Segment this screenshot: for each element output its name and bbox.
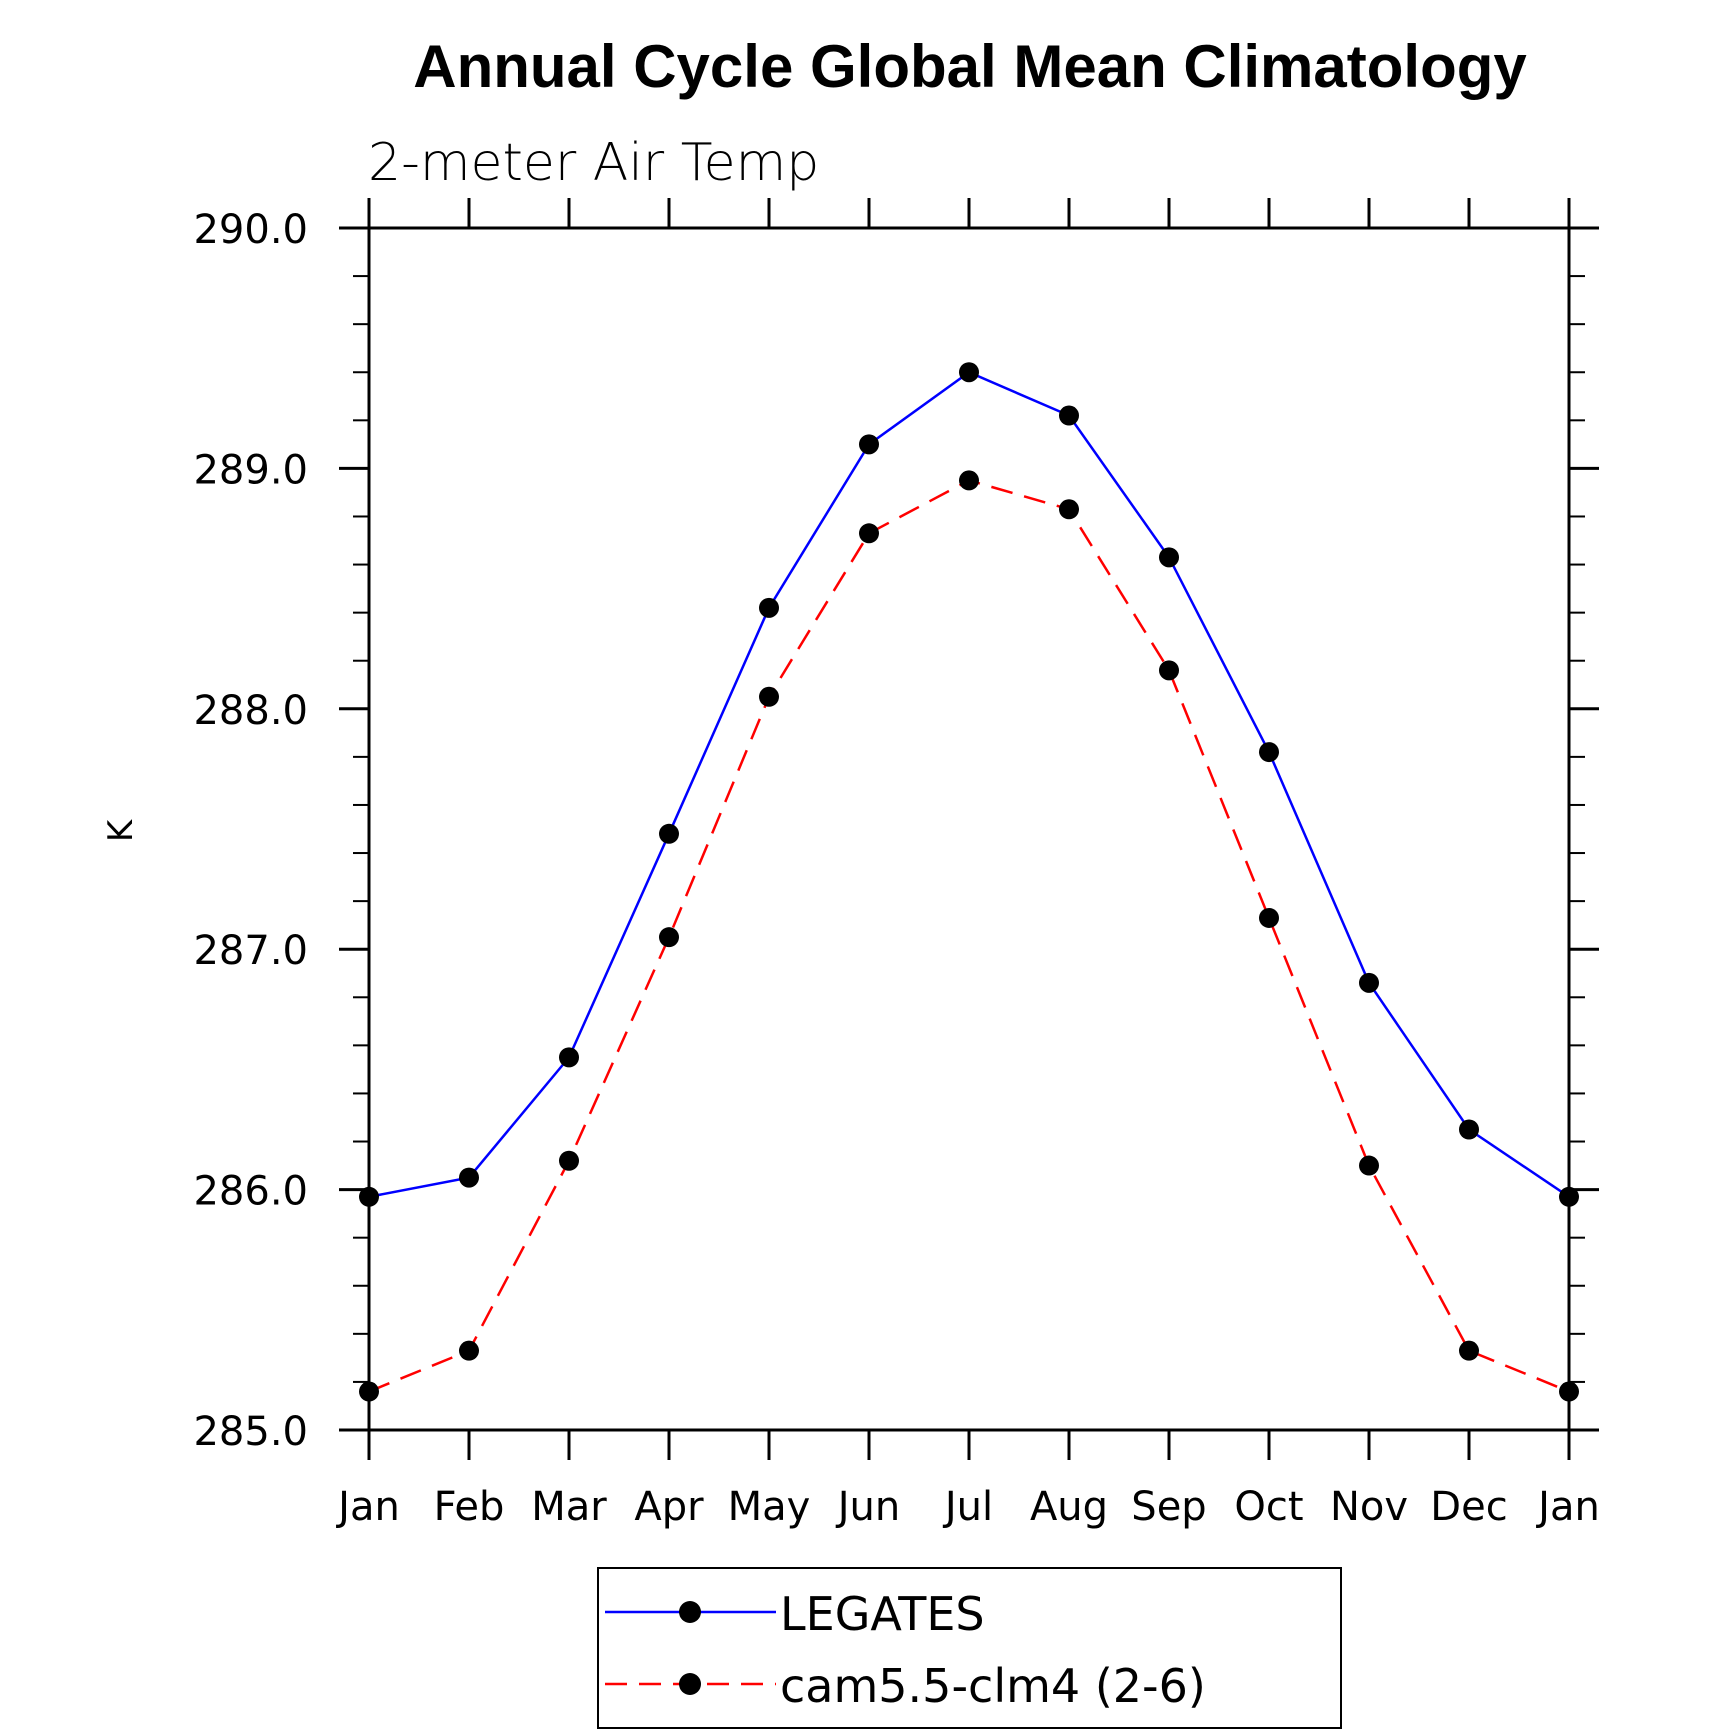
data-point-legates [959, 362, 979, 383]
x-tick-label: Dec [1430, 1484, 1507, 1530]
x-tick-label: Mar [531, 1484, 607, 1530]
data-point-legates [1159, 547, 1179, 568]
data-point-cam5-5-clm4-2-6 [1159, 660, 1179, 681]
data-point-legates [359, 1186, 379, 1207]
chart-title: Annual Cycle Global Mean Climatology [413, 33, 1527, 100]
legend-label-legates: LEGATES [780, 1587, 985, 1641]
data-point-cam5-5-clm4-2-6 [759, 686, 779, 707]
data-point-legates [1359, 972, 1379, 993]
data-point-cam5-5-clm4-2-6 [659, 927, 679, 948]
data-point-cam5-5-clm4-2-6 [1259, 907, 1279, 928]
legend-label-cam: cam5.5-clm4 (2-6) [780, 1659, 1206, 1713]
y-tick-label: 285.0 [193, 1409, 308, 1455]
data-point-legates [1459, 1119, 1479, 1140]
x-tick-label: Sep [1131, 1484, 1206, 1530]
y-tick-label: 290.0 [193, 207, 308, 253]
x-tick-label: Nov [1330, 1484, 1408, 1530]
chart-subtitle: 2-meter Air Temp [368, 133, 819, 193]
data-point-cam5-5-clm4-2-6 [859, 523, 879, 544]
x-tick-label: Aug [1030, 1484, 1108, 1530]
x-tick-label: Oct [1234, 1484, 1303, 1530]
x-tick-label: Jan [1535, 1484, 1600, 1530]
x-tick-label: Jul [942, 1484, 993, 1530]
y-tick-labels: 285.0 286.0 287.0 288.0 289.0 290.0 [193, 207, 308, 1455]
data-point-legates [1059, 405, 1079, 426]
x-tick-label: Feb [434, 1484, 505, 1530]
data-point-cam5-5-clm4-2-6 [359, 1381, 379, 1402]
axes-ticks [339, 198, 1599, 1460]
data-point-legates [559, 1047, 579, 1068]
legend: LEGATES cam5.5-clm4 (2-6) [597, 1567, 1342, 1729]
data-point-cam5-5-clm4-2-6 [1359, 1155, 1379, 1176]
data-point-legates [859, 434, 879, 455]
legend-marker-cam [679, 1673, 701, 1695]
x-tick-labels: Jan Feb Mar Apr May Jun Jul Aug Sep Oct Nov Dec Jan [335, 1484, 1600, 1530]
data-point-cam5-5-clm4-2-6 [1059, 499, 1079, 520]
data-point-legates [659, 823, 679, 844]
data-point-cam5-5-clm4-2-6 [459, 1340, 479, 1361]
legend-box [597, 1567, 1342, 1729]
series-layer [359, 362, 1579, 1402]
x-tick-label: Apr [634, 1484, 704, 1530]
y-axis-label: K [101, 818, 141, 842]
plot-frame [367, 226, 1571, 1432]
data-point-legates [1559, 1186, 1579, 1207]
x-tick-label: Jun [835, 1484, 901, 1530]
data-point-legates [1259, 742, 1279, 763]
data-point-cam5-5-clm4-2-6 [1459, 1340, 1479, 1361]
data-point-legates [459, 1167, 479, 1188]
data-point-cam5-5-clm4-2-6 [559, 1150, 579, 1171]
legend-marker-legates [679, 1601, 701, 1623]
data-point-cam5-5-clm4-2-6 [959, 470, 979, 491]
data-point-legates [759, 597, 779, 618]
data-point-cam5-5-clm4-2-6 [1559, 1381, 1579, 1402]
x-tick-label: Jan [335, 1484, 400, 1530]
y-tick-label: 286.0 [193, 1169, 308, 1215]
series-line-legates [368, 370, 1570, 1199]
series-line-cam5-5-clm4-2-6 [368, 479, 1570, 1393]
y-tick-label: 287.0 [193, 928, 308, 974]
y-tick-label: 288.0 [193, 688, 308, 734]
y-tick-label: 289.0 [193, 447, 308, 493]
x-tick-label: May [728, 1484, 811, 1530]
